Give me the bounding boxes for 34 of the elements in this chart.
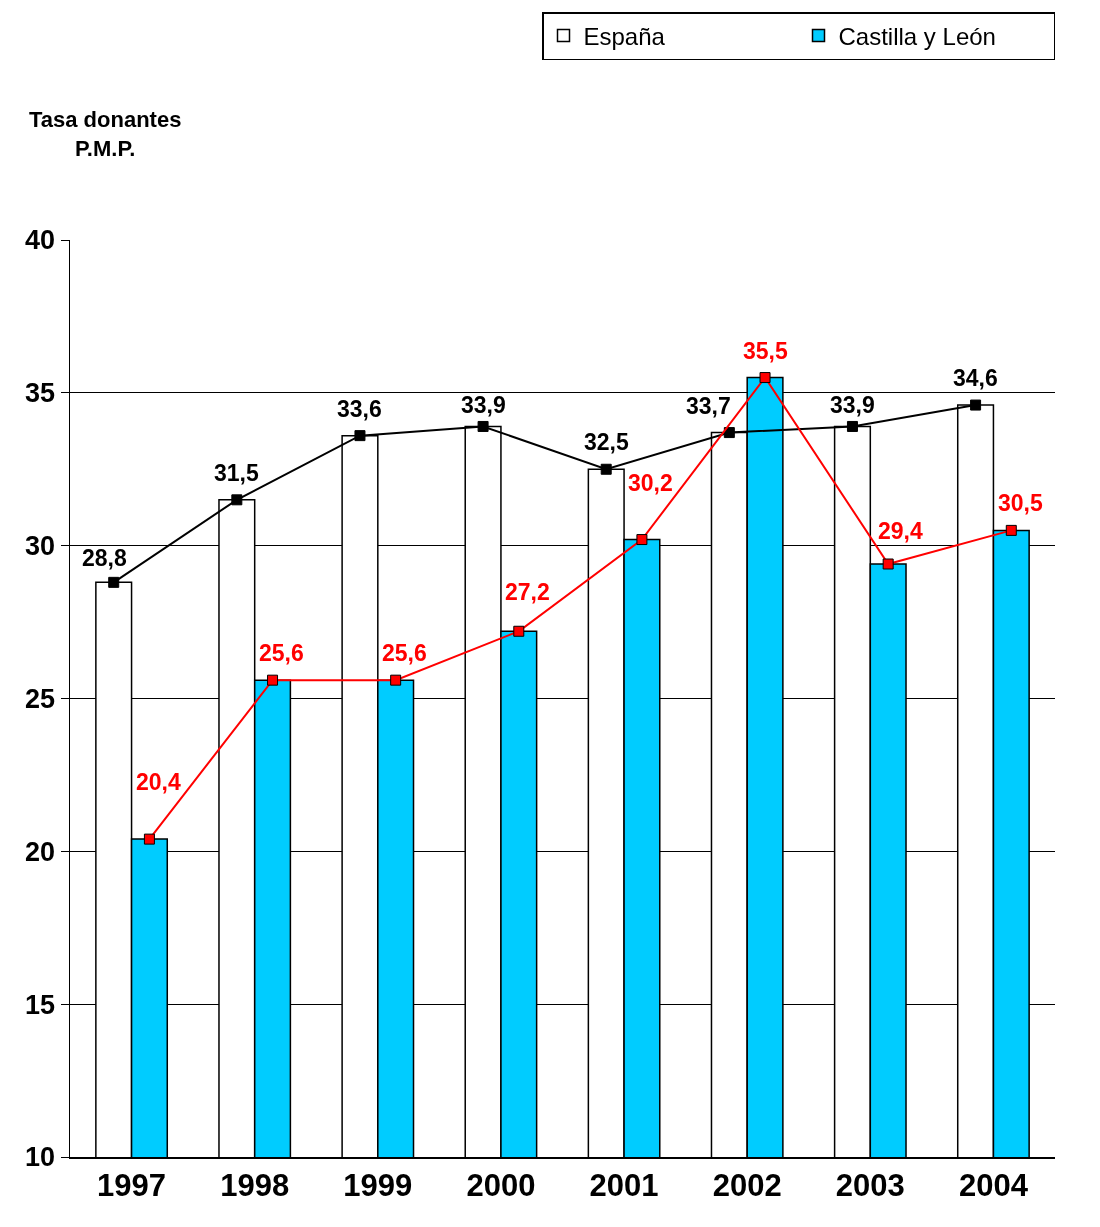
x-tick-label: 1997 xyxy=(97,1167,167,1203)
legend-label: Castilla y León xyxy=(838,22,996,50)
data-label: 25,6 xyxy=(259,640,304,666)
data-label: 30,2 xyxy=(628,470,673,496)
data-label: 28,8 xyxy=(82,545,127,571)
x-tick-label: 2004 xyxy=(958,1167,1029,1203)
x-tick-label: 2002 xyxy=(712,1167,782,1203)
data-label: 34,6 xyxy=(953,365,998,391)
x-tick-label: 2001 xyxy=(589,1167,659,1203)
data-label: 20,4 xyxy=(136,769,181,795)
data-label: 35,5 xyxy=(743,338,788,364)
x-tick-label: 2003 xyxy=(835,1167,905,1203)
data-label: 33,9 xyxy=(830,392,875,418)
x-tick-label: 1998 xyxy=(220,1167,290,1203)
data-label: 29,4 xyxy=(878,518,923,544)
data-label: 33,7 xyxy=(686,393,731,419)
x-tick-label: 1999 xyxy=(343,1167,413,1203)
data-label: 30,5 xyxy=(998,490,1043,516)
y-tick-label: 15 xyxy=(25,989,56,1020)
data-label: 25,6 xyxy=(382,640,427,666)
data-label: 32,5 xyxy=(584,429,629,455)
x-tick-label: 2000 xyxy=(466,1167,536,1203)
data-label: 33,6 xyxy=(337,396,382,422)
data-label: 27,2 xyxy=(505,579,550,605)
y-tick-label: 10 xyxy=(25,1142,56,1173)
data-label: 33,9 xyxy=(461,392,506,418)
y-tick-label: 20 xyxy=(25,836,56,867)
y-tick-label: 30 xyxy=(25,531,56,562)
y-tick-label: 35 xyxy=(25,378,56,409)
data-label: 31,5 xyxy=(214,460,259,486)
y-axis-title: Tasa donantes P.M.P. xyxy=(29,107,182,161)
legend-label: España xyxy=(583,22,666,50)
y-tick-label: 25 xyxy=(25,683,56,714)
y-tick-label: 40 xyxy=(25,225,56,256)
